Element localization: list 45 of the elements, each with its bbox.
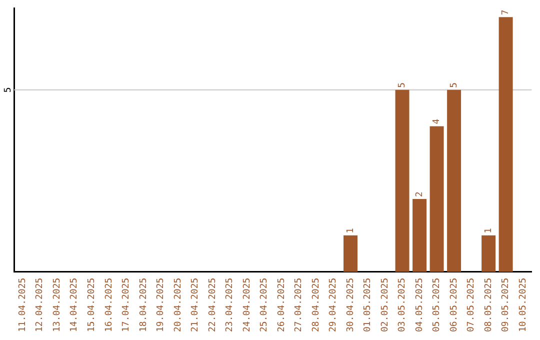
bar <box>482 235 496 272</box>
data-label: 5 <box>449 82 460 88</box>
ref-line-label: 5 <box>3 87 14 93</box>
x-tick-label: 26.04.2025 <box>276 278 287 332</box>
x-tick-label: 17.04.2025 <box>122 278 132 332</box>
x-tick-label: 29.04.2025 <box>328 278 339 332</box>
x-tick-label: 21.04.2025 <box>190 278 201 332</box>
bar <box>447 90 462 272</box>
bar <box>412 199 427 272</box>
x-tick-label: 27.04.2025 <box>294 278 304 332</box>
x-tick-label: 23.04.2025 <box>225 278 236 332</box>
data-label: 2 <box>414 192 425 198</box>
x-tick-label: 19.04.2025 <box>156 278 166 332</box>
data-label: 4 <box>432 118 442 124</box>
x-tick-label: 15.04.2025 <box>87 278 97 332</box>
x-tick-label: 02.05.2025 <box>380 278 390 332</box>
x-tick-label: 05.05.2025 <box>432 278 442 332</box>
x-tick-label: 14.04.2025 <box>70 278 80 332</box>
x-tick-label: 01.05.2025 <box>363 278 374 332</box>
x-tick-label: 13.04.2025 <box>52 278 62 332</box>
x-tick-label: 11.04.2025 <box>18 278 28 332</box>
x-tick-label: 06.05.2025 <box>449 278 460 332</box>
x-tick-label: 12.04.2025 <box>35 278 46 332</box>
bar <box>395 90 410 272</box>
x-tick-label: 24.04.2025 <box>242 278 252 332</box>
x-tick-label: 10.05.2025 <box>518 278 528 332</box>
x-tick-label: 07.05.2025 <box>466 278 477 332</box>
bar <box>344 235 358 272</box>
x-tick-label: 20.04.2025 <box>173 278 184 332</box>
x-tick-label: 30.04.2025 <box>346 278 356 332</box>
data-label: 7 <box>501 10 512 16</box>
x-tick-label: 16.04.2025 <box>104 278 114 332</box>
x-tick-label: 25.04.2025 <box>260 278 270 332</box>
bar <box>430 126 444 272</box>
x-tick-label: 08.05.2025 <box>484 278 494 332</box>
x-tick-label: 28.04.2025 <box>311 278 322 332</box>
x-tick-label: 03.05.2025 <box>398 278 408 332</box>
x-tick-label: 04.05.2025 <box>414 278 425 332</box>
x-tick-label: 09.05.2025 <box>501 278 512 332</box>
data-label: 5 <box>398 82 408 88</box>
data-label: 1 <box>346 228 356 234</box>
data-label: 1 <box>484 228 494 234</box>
x-tick-label: 18.04.2025 <box>138 278 149 332</box>
bar <box>498 17 513 272</box>
x-tick-label: 22.04.2025 <box>208 278 218 332</box>
